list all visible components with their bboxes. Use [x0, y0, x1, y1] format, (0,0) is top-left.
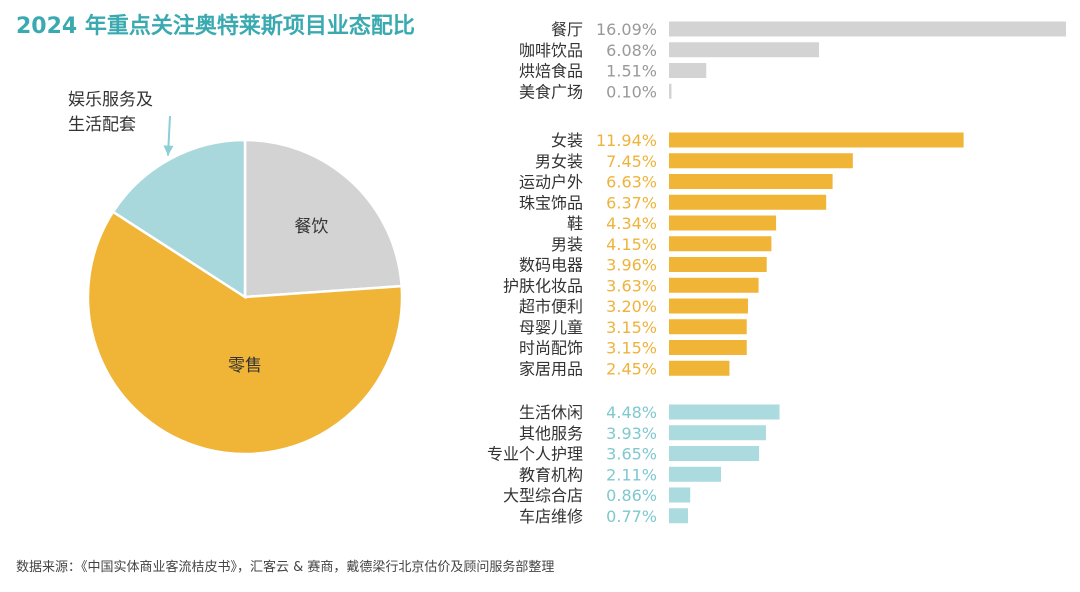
bar-retail [669, 319, 747, 335]
bar-value-label: 3.15% [606, 339, 657, 358]
bar-category-label: 数码电器 [519, 256, 583, 275]
bar-retail [669, 194, 827, 210]
bar-retail [669, 277, 759, 293]
bar-value-label: 3.96% [606, 256, 657, 275]
pie-slice-dining [243, 138, 403, 299]
bar-category-label: 护肤化妆品 [503, 276, 583, 295]
bar-dining [669, 42, 820, 58]
bar-value-label: 0.77% [606, 507, 657, 526]
bar-category-label: 餐厅 [551, 20, 583, 39]
bar-value-label: 1.51% [606, 62, 657, 81]
bar-leisure [669, 508, 688, 524]
bar-leisure [669, 425, 766, 441]
bar-value-label: 3.15% [606, 318, 657, 337]
bar-category-label: 男女装 [535, 152, 583, 171]
bar-value-label: 3.65% [606, 445, 657, 464]
bar-dining [669, 63, 707, 78]
bar-value-label: 16.09% [596, 20, 657, 39]
bar-category-label: 女装 [551, 131, 583, 150]
bar-value-label: 3.93% [606, 424, 657, 443]
bar-value-label: 0.10% [606, 82, 657, 101]
bar-value-label: 2.11% [606, 465, 657, 484]
bar-leisure [669, 466, 722, 482]
bar-category-label: 时尚配饰 [519, 339, 583, 358]
bar-dining [669, 21, 1066, 37]
bar-value-label: 4.48% [606, 403, 657, 422]
bar-category-label: 咖啡饮品 [519, 41, 583, 60]
bar-category-label: 珠宝饰品 [519, 193, 583, 212]
bar-category-label: 车店维修 [519, 507, 583, 526]
bar-leisure [669, 446, 760, 461]
bar-category-label: 家居用品 [519, 359, 583, 378]
bar-category-label: 男装 [551, 235, 583, 254]
bar-category-label: 专业个人护理 [487, 445, 583, 464]
bar-category-label: 其他服务 [519, 424, 583, 443]
bar-value-label: 2.45% [606, 359, 657, 378]
bar-retail [669, 153, 853, 169]
bar-retail [669, 132, 964, 148]
bar-value-label: 6.08% [606, 41, 657, 60]
bar-retail [669, 236, 772, 252]
pie-label-leisure-line: 生活配套 [68, 115, 136, 135]
bar-value-label: 3.20% [606, 297, 657, 316]
pie-slice-leisure [111, 138, 247, 300]
bar-value-label: 6.37% [606, 193, 657, 212]
bar-leisure [669, 404, 780, 420]
bar-dining [669, 83, 672, 99]
bar-value-label: 11.94% [596, 131, 657, 150]
bar-category-label: 大型综合店 [503, 486, 583, 505]
bar-retail [669, 340, 747, 355]
bar-retail [669, 174, 833, 189]
bar-category-label: 烘焙食品 [519, 62, 583, 81]
bar-value-label: 4.34% [606, 214, 657, 233]
chart-title: 2024 年重点关注奥特莱斯项目业态配比 [16, 14, 415, 39]
bar-value-label: 6.63% [606, 173, 657, 192]
bar-category-label: 教育机构 [519, 465, 583, 484]
pie-label-retail: 零售 [228, 356, 262, 376]
pie-slice-retail [86, 210, 404, 456]
bar-category-label: 母婴儿童 [519, 318, 583, 337]
bar-category-label: 运动户外 [519, 173, 583, 192]
bar-category-label: 生活休闲 [519, 403, 583, 422]
bar-leisure [669, 487, 691, 503]
bar-category-label: 美食广场 [519, 82, 583, 101]
callout-arrow-head [163, 145, 174, 156]
bar-retail [669, 298, 748, 314]
bar-retail [669, 360, 730, 376]
bar-value-label: 7.45% [606, 152, 657, 171]
source-note: 数据来源：《中国实体商业客流桔皮书》，汇客云 & 赛商，戴德梁行北京估价及顾问服… [16, 560, 555, 575]
pie-label-leisure-line: 娱乐服务及 [68, 90, 153, 110]
bar-value-label: 0.86% [606, 486, 657, 505]
bar-retail [669, 257, 767, 272]
bar-value-label: 4.15% [606, 235, 657, 254]
bar-value-label: 3.63% [606, 276, 657, 295]
pie-label-dining: 餐饮 [294, 217, 328, 237]
bar-category-label: 鞋 [567, 214, 583, 233]
bar-retail [669, 215, 777, 231]
bar-category-label: 超市便利 [519, 297, 583, 316]
